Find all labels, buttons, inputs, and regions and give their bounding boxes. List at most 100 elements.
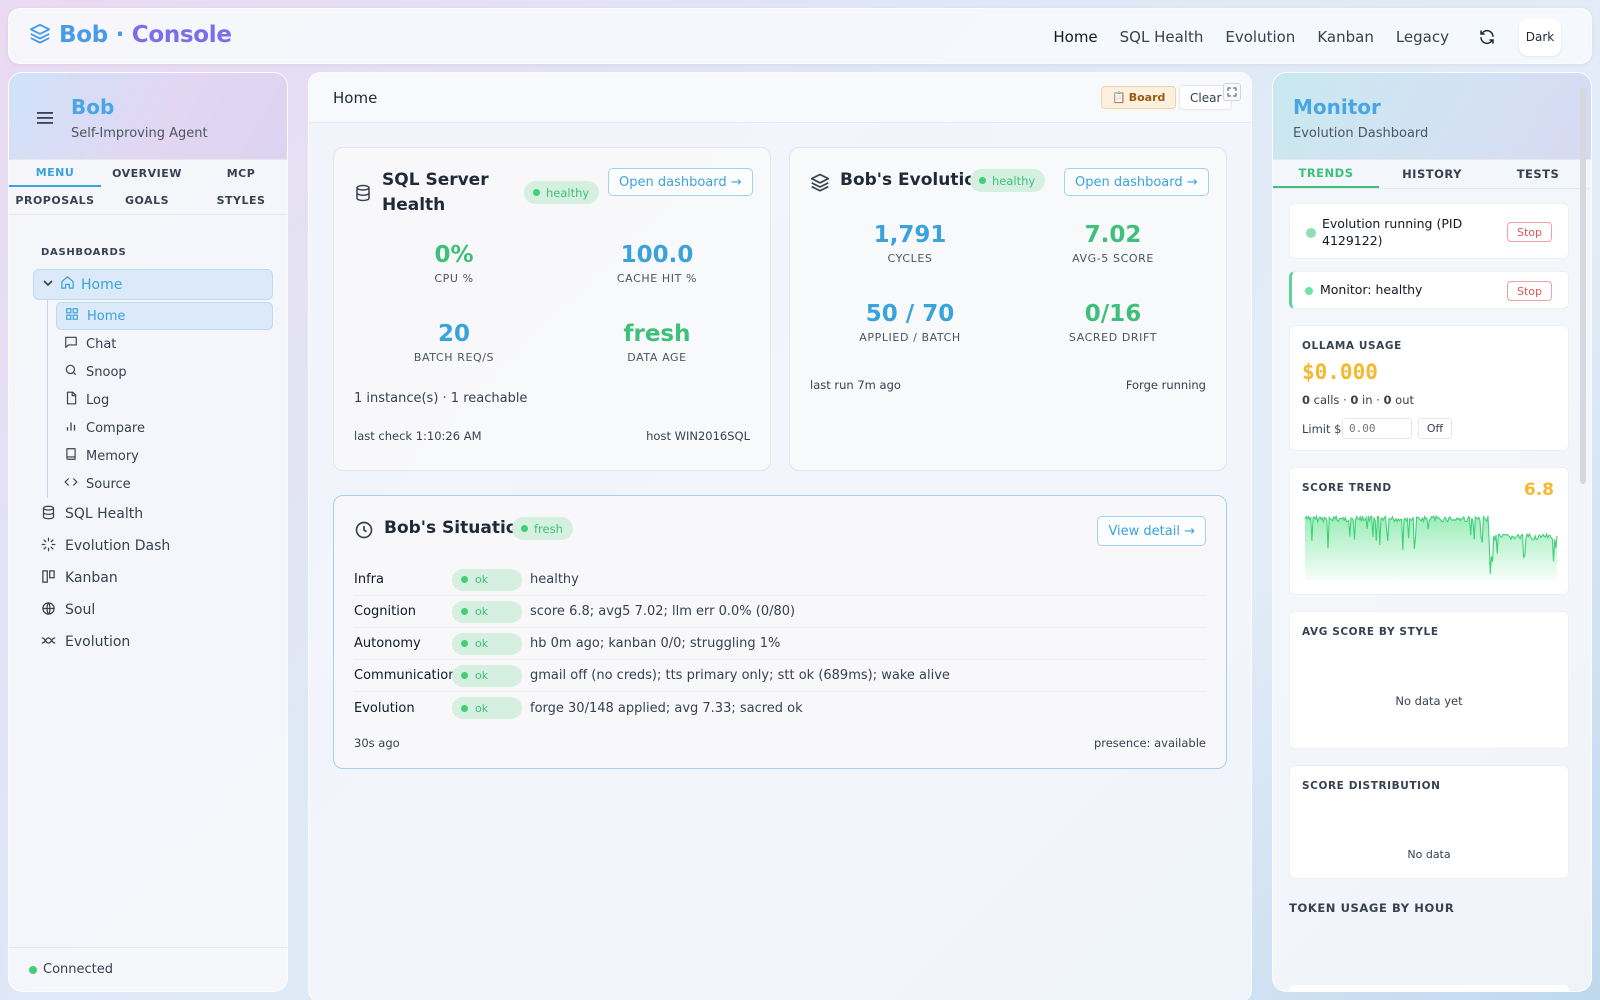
tab-styles[interactable]: STYLES [216,194,266,207]
nav-sql-health[interactable]: SQL Health [1119,28,1204,46]
situation-card: Bob's Situation fresh View detail → Infr… [333,495,1227,769]
limit-off-button[interactable]: Off [1418,418,1452,439]
metric-avg5-score: 7.02 AVG-5 SCORE [1072,222,1154,265]
file-icon [64,391,78,409]
open-sql-dashboard-button[interactable]: Open dashboard → [608,168,753,196]
sidebar-item-chat[interactable]: Chat [56,330,273,358]
sidebar-item-soul[interactable]: Soul [33,594,273,626]
ollama-usage-label: OLLAMA USAGE [1302,340,1402,352]
database-icon [354,184,372,206]
empty-state-text: No data [1407,848,1451,861]
status-dot-icon [1306,228,1316,238]
sidebar-item-evolution-dash[interactable]: Evolution Dash [33,530,273,562]
layers-icon [29,22,51,48]
tab-tests[interactable]: TESTS [1516,167,1560,181]
chevron-down-icon[interactable] [42,277,54,293]
connection-status: Connected [9,947,287,991]
brand-name: Bob · Console [59,22,232,48]
sidebar-item-label: Snoop [86,364,127,380]
top-navbar: Bob · Console Home SQL Health Evolution … [8,8,1592,64]
monitor-status-text: Monitor: healthy [1320,282,1423,297]
sidebar-item-label: SQL Health [65,506,144,522]
nav-legacy[interactable]: Legacy [1395,28,1449,46]
status-badge: fresh [512,517,573,540]
status-badge: ok [452,568,522,591]
host-text: host WIN2016SQL [646,429,750,443]
sidebar-item-source[interactable]: Source [56,470,273,498]
nav-home[interactable]: Home [1053,28,1098,46]
status-badge: healthy [970,169,1046,192]
tab-proposals[interactable]: PROPOSALS [15,194,95,207]
status-dot-icon [979,177,986,184]
ollama-cost: $0.000 [1302,360,1378,384]
board-button[interactable]: 📋 Board [1101,86,1177,109]
sidebar-item-label: Soul [65,602,96,618]
tab-goals[interactable]: GOALS [124,194,170,207]
sidebar-item-label: Log [86,392,110,408]
tab-mcp[interactable]: MCP [226,167,256,180]
view-detail-button[interactable]: View detail → [1097,516,1206,546]
sidebar-item-label: Evolution Dash [65,538,171,554]
sidebar-item-home-group[interactable]: Home [33,269,273,300]
table-row: Autonomy ok hb 0m ago; kanban 0/0; struggl… [354,628,1206,660]
tab-menu[interactable]: MENU [9,160,101,187]
empty-state-text: No data yet [1395,694,1463,708]
refresh-icon[interactable] [1473,23,1501,51]
sidebar-item-label: Home [81,276,123,293]
monitor-scrollbar[interactable] [1580,88,1586,484]
open-evolution-dashboard-button[interactable]: Open dashboard → [1064,168,1209,196]
score-trend-label: SCORE TREND [1302,482,1392,494]
expand-icon[interactable] [1223,83,1241,101]
globe-icon [41,601,56,620]
status-dot-icon [461,672,468,679]
stop-evolution-button[interactable]: Stop [1506,222,1552,242]
status-dot-icon [29,965,37,974]
connection-status-text: Connected [43,962,114,977]
sidebar-item-memory[interactable]: Memory [56,442,273,470]
situation-age-text: 30s ago [354,736,400,750]
table-row: Evolution ok forge 30/148 applied; avg 7.3… [354,692,1206,724]
dna-icon [41,633,56,652]
brand[interactable]: Bob · Console [29,22,232,48]
score-trend-value: 6.8 [1523,480,1554,500]
sql-health-card: SQL Server Health healthy Open dashboard … [333,147,771,471]
sidebar-item-kanban[interactable]: Kanban [33,562,273,594]
forge-status-text: Forge running [1125,378,1206,392]
limit-input[interactable] [1342,418,1412,439]
layers-icon [810,172,830,196]
stop-monitor-button[interactable]: Stop [1506,281,1552,301]
sidebar-item-label: Home [87,308,126,324]
tab-trends[interactable]: TRENDS [1273,160,1379,188]
clock-icon [354,520,374,544]
theme-toggle-button[interactable]: Dark [1519,18,1561,56]
evolution-status-card: Evolution running (PID 4129122) Stop [1289,203,1569,259]
metric-sacred-drift: 0/16 SACRED DRIFT [1068,301,1158,344]
nav-evolution[interactable]: Evolution [1225,28,1296,46]
sidebar: Bob Self-Improving Agent MENU OVERVIEW M… [8,72,288,992]
last-run-text: last run 7m ago [810,378,901,392]
sidebar-item-evolution[interactable]: Evolution [33,626,273,658]
tab-overview[interactable]: OVERVIEW [112,167,182,180]
sidebar-item-home[interactable]: Home [56,302,273,330]
status-dot-icon [461,608,468,615]
metric-batch-req: 20 BATCH REQ/S [413,321,495,364]
tab-history[interactable]: HISTORY [1402,167,1462,181]
sidebar-title: Bob [71,95,115,119]
sidebar-item-log[interactable]: Log [56,386,273,414]
sidebar-item-compare[interactable]: Compare [56,414,273,442]
limit-label: Limit $ [1302,422,1342,436]
status-dot-icon [461,704,468,712]
grid-icon [65,307,79,325]
hamburger-menu-icon[interactable] [37,110,53,129]
sidebar-header: Bob Self-Improving Agent [9,73,287,159]
monitor-panel: Monitor Evolution Dashboard TRENDS HISTO… [1272,72,1592,992]
sidebar-subitems: Home Chat Snoop Log Compare Memory [47,300,273,498]
sidebar-item-label: Evolution [65,634,131,650]
score-distribution-card: SCORE DISTRIBUTION No data [1289,765,1569,879]
nav-kanban[interactable]: Kanban [1317,28,1374,46]
sidebar-item-snoop[interactable]: Snoop [56,358,273,386]
sidebar-item-sql-health[interactable]: SQL Health [33,498,273,530]
top-nav: Home SQL Health Evolution Kanban Legacy … [1031,9,1561,65]
score-trend-sparkline [1304,514,1558,580]
instances-text: 1 instance(s) · 1 reachable [354,391,528,406]
